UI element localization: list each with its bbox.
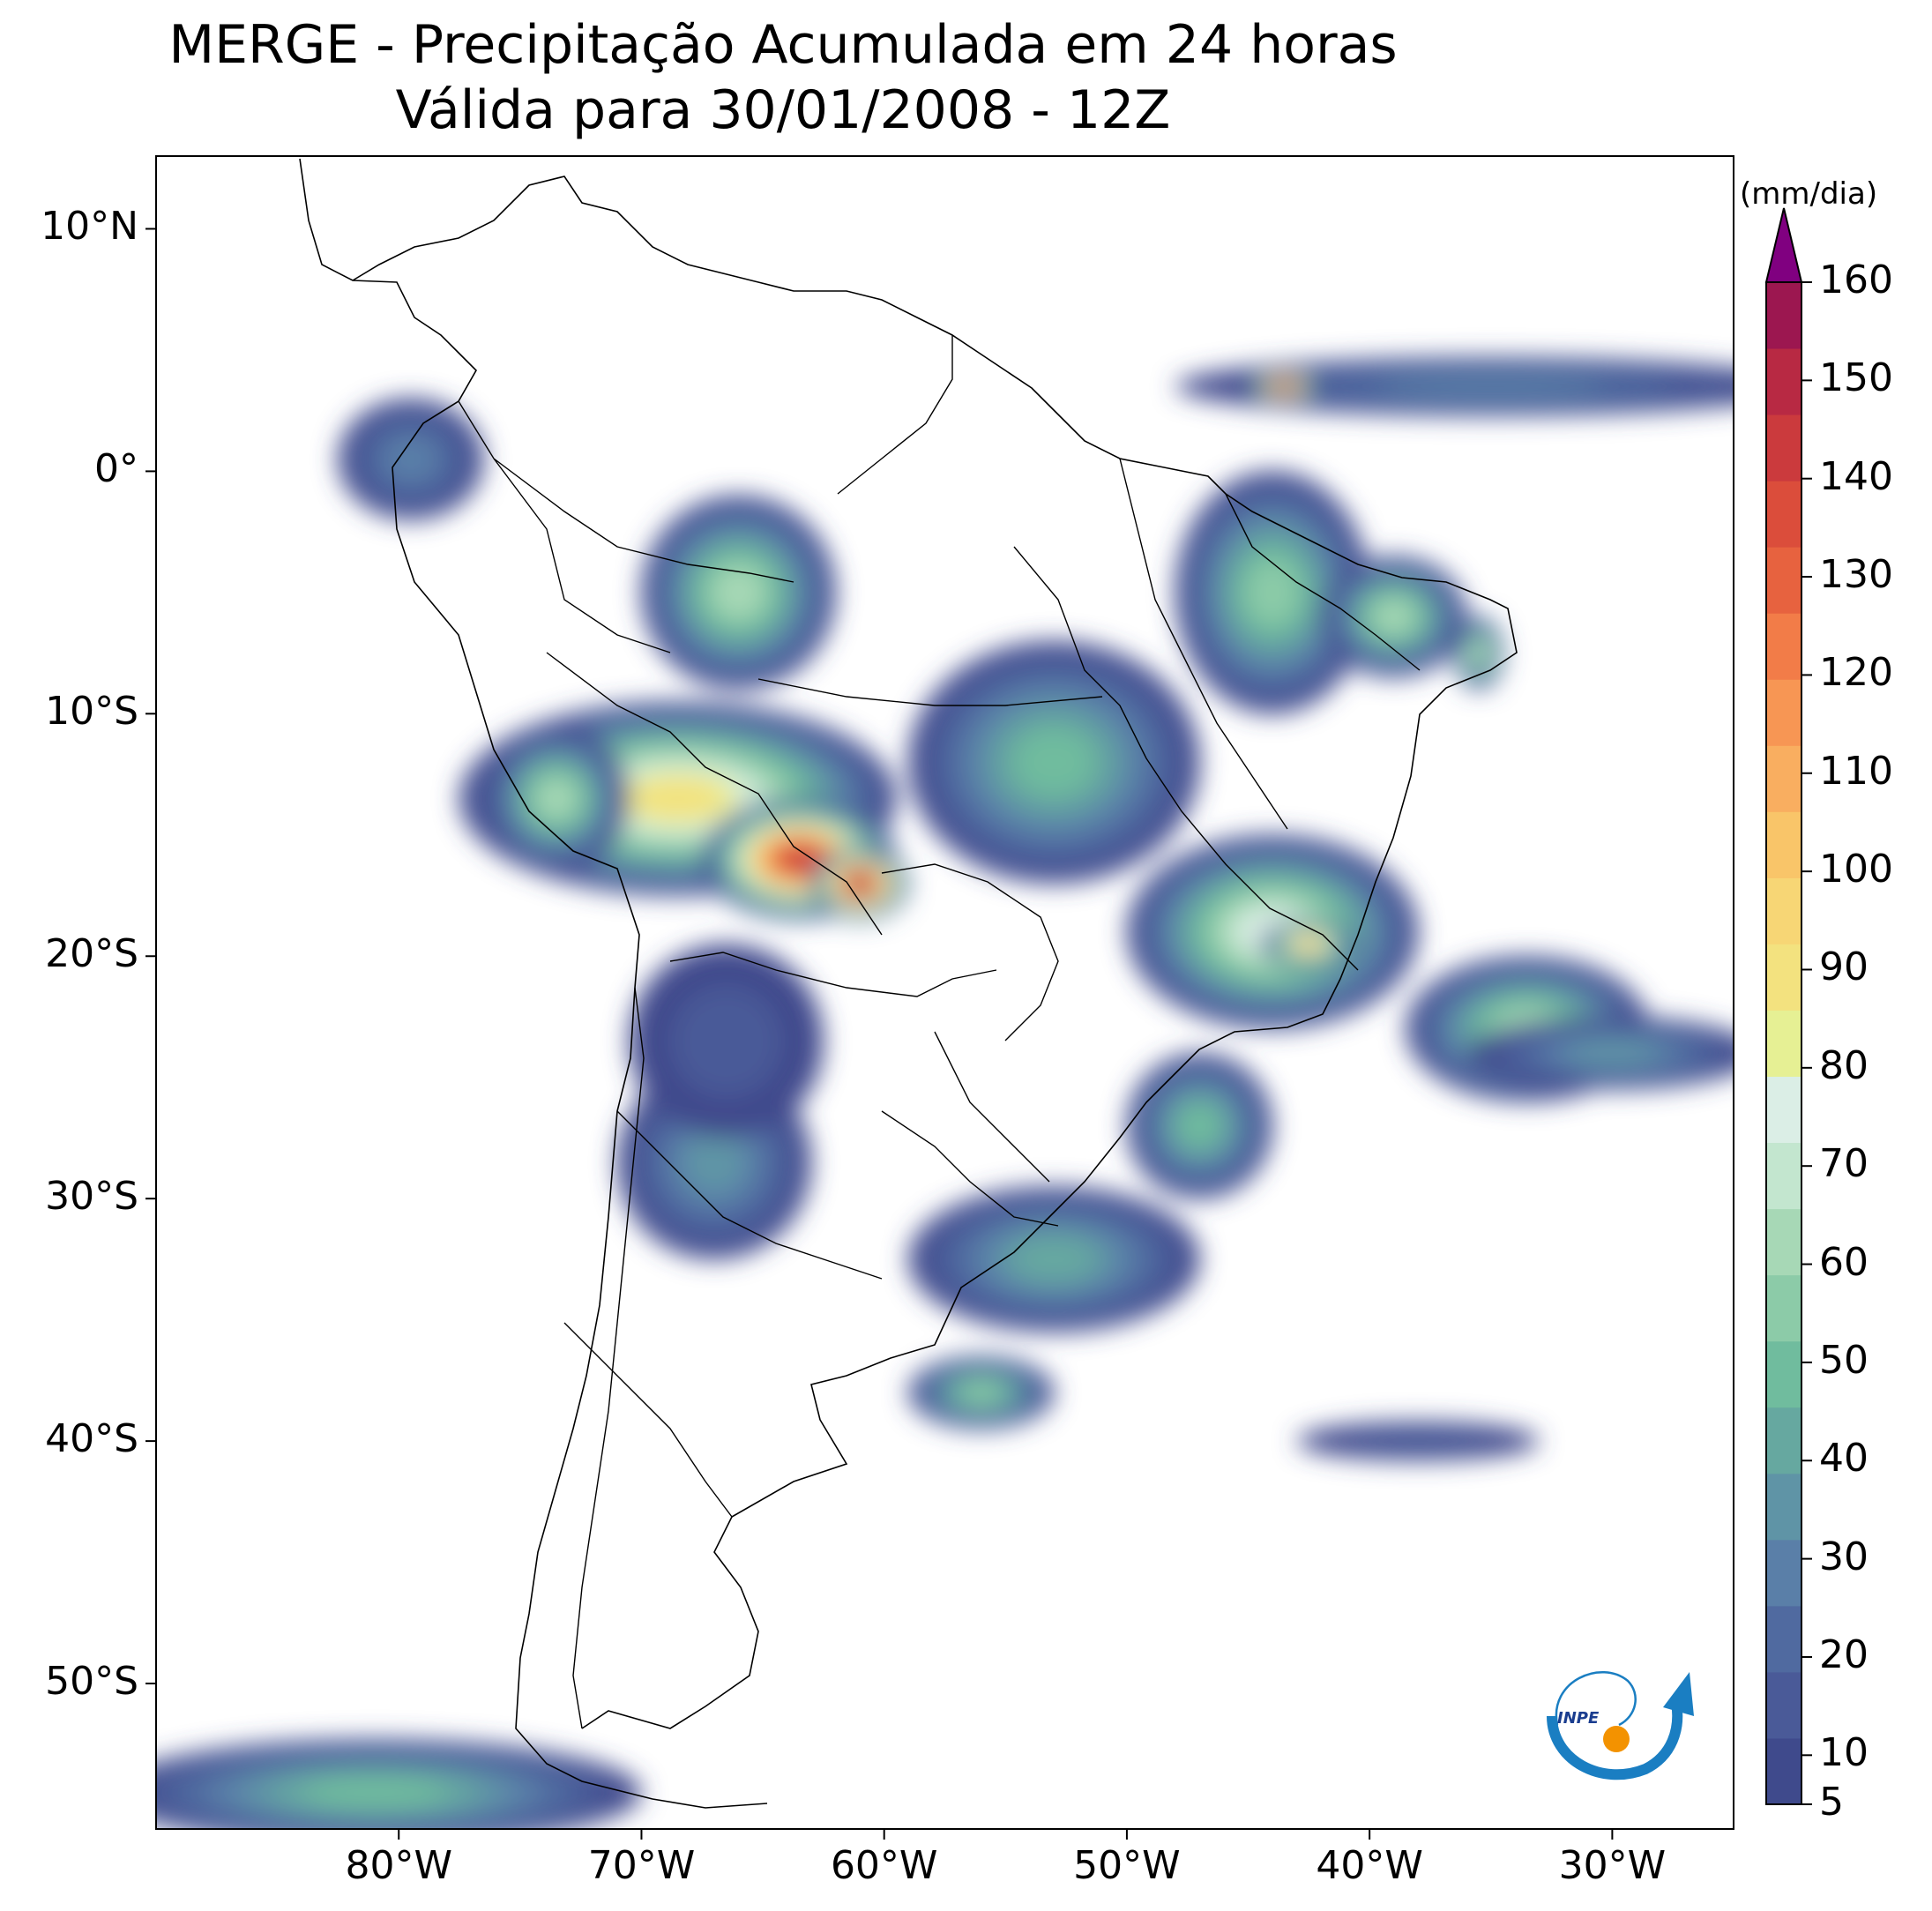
- precip-region-17-level-3: [1376, 376, 1606, 398]
- colorbar-frame: [1765, 281, 1802, 1805]
- logo-thin-arc: [1555, 1671, 1637, 1727]
- colorbar-segment: [1766, 282, 1801, 349]
- colorbar-tick-label: 100: [1819, 847, 1893, 892]
- colorbar-segment: [1766, 547, 1801, 614]
- colorbar-tick-label: 20: [1819, 1631, 1869, 1677]
- precip-region-2-level-22: [850, 877, 869, 891]
- colorbar-tick-label: 150: [1819, 355, 1893, 401]
- precip-region-9-level-14: [1298, 938, 1319, 950]
- colorbar-tick-label: 80: [1819, 1042, 1869, 1088]
- colorbar-tick-label: 120: [1819, 650, 1893, 696]
- precip-region-21-level-3: [384, 437, 437, 481]
- colorbar-tick-label: 50: [1819, 1337, 1869, 1383]
- precip-region-15-level-5: [1011, 1237, 1097, 1280]
- internal-borders: [458, 335, 1421, 1518]
- colorbar-segment: [1766, 414, 1801, 481]
- precip-region-12-level-9: [1473, 644, 1485, 662]
- colorbar-segment: [1766, 1142, 1801, 1210]
- colorbar-segment: [1766, 1539, 1801, 1607]
- colorbar-tick-label: 140: [1819, 453, 1893, 499]
- precip-region-18-level-20: [1277, 384, 1292, 389]
- logo-arc: [1547, 1702, 1683, 1780]
- precipitation-field: [156, 357, 1734, 1829]
- colorbar-segment: [1766, 1473, 1801, 1541]
- lat-tick-label: 0°: [94, 446, 138, 492]
- precip-region-16-level-7: [962, 1383, 1000, 1402]
- colorbar-segment: [1766, 745, 1801, 812]
- precip-region-14-level-6: [1180, 1106, 1220, 1146]
- longitude-ticks: [398, 1829, 1614, 1840]
- lat-tick-label: 10°N: [41, 204, 138, 250]
- lat-tick-label: 50°S: [45, 1659, 138, 1705]
- precip-region-10-level-7: [1247, 561, 1298, 624]
- lon-tick-label: 60°W: [830, 1843, 938, 1888]
- lat-tick-label: 10°S: [45, 689, 138, 735]
- colorbar-tick-label: 70: [1819, 1141, 1869, 1187]
- colorbar-segment: [1766, 1076, 1801, 1144]
- colorbar-segment: [1766, 1010, 1801, 1078]
- precip-region-5-level-4: [683, 1131, 746, 1194]
- lat-tick-label: 30°S: [45, 1174, 138, 1220]
- latitude-ticks: [145, 228, 156, 1685]
- colorbar-tick-label: 40: [1819, 1436, 1869, 1482]
- precip-region-4-level-8: [538, 780, 575, 817]
- logo-orange-dot: [1603, 1726, 1630, 1752]
- inpe-logo: INPE: [1547, 1671, 1694, 1780]
- colorbar-segment: [1766, 1671, 1801, 1739]
- south-america-coastline: [299, 158, 1518, 1809]
- precip-region-19-level-4: [1565, 1041, 1660, 1065]
- logo-text: INPE: [1557, 1709, 1600, 1728]
- colorbar: [1764, 207, 1812, 1805]
- precip-region-22-level-1: [1348, 1430, 1488, 1452]
- colorbar-units: (mm/dia): [1740, 176, 1878, 212]
- precip-region-11-level-8: [1376, 601, 1412, 632]
- lon-tick-label: 80°W: [345, 1843, 452, 1888]
- lon-tick-label: 50°W: [1073, 1843, 1181, 1888]
- lat-tick-label: 20°S: [45, 931, 138, 977]
- lat-tick-label: 40°S: [45, 1416, 138, 1462]
- lon-tick-label: 70°W: [587, 1843, 696, 1888]
- colorbar-tick-label: 90: [1819, 944, 1869, 990]
- precip-region-20-level-6: [302, 1778, 447, 1808]
- colorbar-segment: [1766, 1605, 1801, 1673]
- colorbar-segment: [1766, 1340, 1801, 1408]
- title-line-1: MERGE - Precipitação Acumulada em 24 hor…: [168, 14, 1398, 76]
- colorbar-segment: [1766, 877, 1801, 944]
- andes-border: [572, 987, 645, 1729]
- colorbar-segment: [1766, 348, 1801, 415]
- precip-region-1-level-20: [780, 847, 818, 871]
- colorbar-segment: [1766, 613, 1801, 680]
- colorbar-segment: [1766, 811, 1801, 878]
- colorbar-tick-label: 130: [1819, 552, 1893, 598]
- colorbar-extend-arrow: [1764, 207, 1803, 283]
- colorbar-segment: [1766, 1737, 1801, 1805]
- colorbar-tick-label: 30: [1819, 1534, 1869, 1579]
- map-frame: [155, 155, 1734, 1830]
- logo-arrow-head: [1663, 1672, 1694, 1716]
- country-boundaries: [299, 158, 1518, 1809]
- colorbar-segment: [1766, 944, 1801, 1011]
- colorbar-tick-label: 60: [1819, 1239, 1869, 1285]
- colorbar-tick-label: 5: [1819, 1780, 1844, 1825]
- colorbar-segment: [1766, 1407, 1801, 1474]
- colorbar-segment: [1766, 679, 1801, 746]
- precip-region-6-level-1: [670, 985, 783, 1097]
- colorbar-segment: [1766, 481, 1801, 548]
- lon-tick-label: 30°W: [1558, 1843, 1667, 1888]
- precip-region-0-level-12: [630, 777, 726, 820]
- colorbar-segment: [1766, 1208, 1801, 1276]
- colorbar-tick-label: 160: [1819, 258, 1893, 302]
- precip-region-3-level-8: [714, 568, 763, 616]
- colorbar-tick-label: 110: [1819, 748, 1893, 794]
- colorbar-segment: [1766, 1274, 1801, 1342]
- title-line-2: Válida para 30/01/2008 - 12Z: [395, 79, 1171, 141]
- colorbar-tick-label: 10: [1819, 1730, 1869, 1776]
- lon-tick-label: 40°W: [1316, 1843, 1423, 1888]
- precip-region-7-level-6: [1014, 729, 1094, 795]
